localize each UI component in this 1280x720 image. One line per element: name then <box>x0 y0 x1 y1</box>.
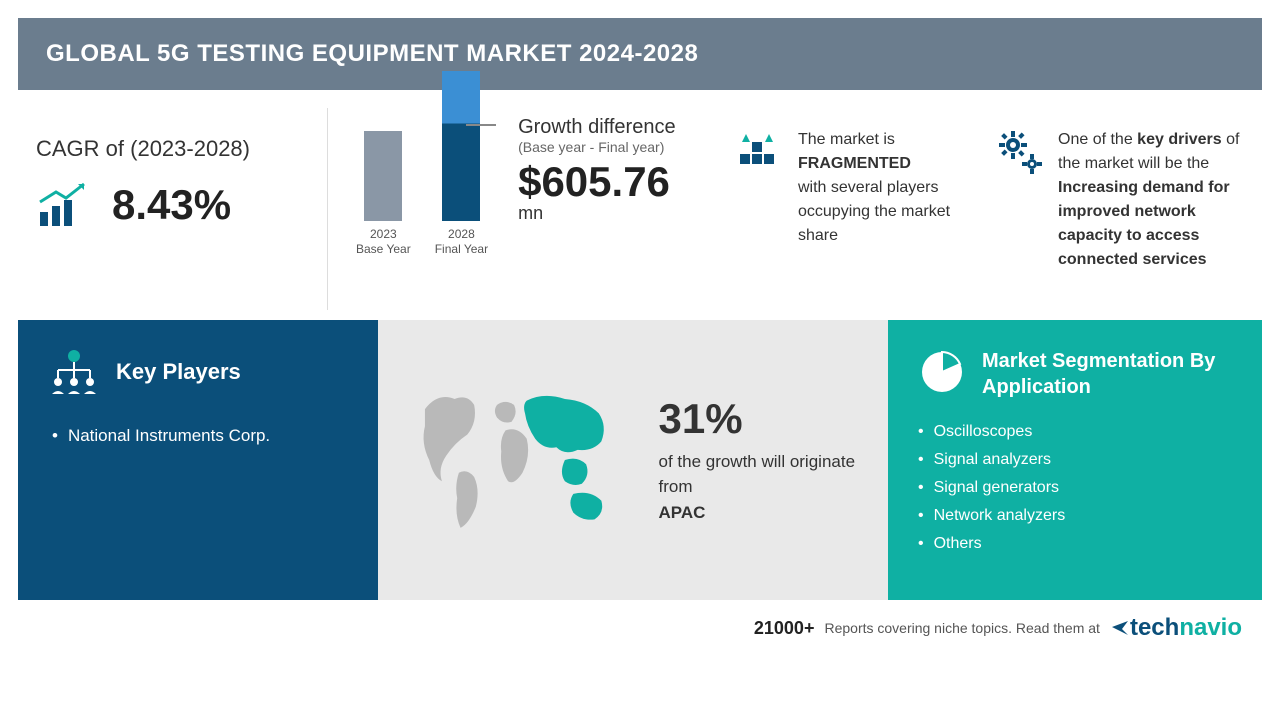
region-desc: of the growth will originate fromAPAC <box>658 449 858 526</box>
segmentation-item: Signal generators <box>918 474 1232 502</box>
bar-final-year: 2028Final Year <box>435 71 488 258</box>
growth-title: Growth difference <box>518 116 676 139</box>
cagr-value: 8.43% <box>112 181 231 229</box>
footer: 21000+ Reports covering niche topics. Re… <box>18 600 1262 642</box>
key-players-title: Key Players <box>116 359 241 385</box>
key-players-panel: Key Players National Instruments Corp. <box>18 320 378 600</box>
panels-row: Key Players National Instruments Corp. <box>18 320 1262 600</box>
fragmented-icon <box>736 128 784 176</box>
growth-unit: mn <box>518 203 676 224</box>
technavio-logo: technavio <box>1110 614 1242 642</box>
stats-row: CAGR of (2023-2028) 8.43% 2023Base Year <box>18 90 1262 320</box>
key-players-list: National Instruments Corp. <box>48 422 348 450</box>
bar-base-year: 2023Base Year <box>356 131 411 258</box>
growth-subtitle: (Base year - Final year) <box>518 139 676 155</box>
growth-bars: 2023Base Year 2028Final Year <box>356 108 488 258</box>
report-count: 21000+ <box>754 618 815 639</box>
segmentation-item: Others <box>918 530 1232 558</box>
segmentation-panel: Market Segmentation By Application Oscil… <box>888 320 1262 600</box>
growth-arrow-icon <box>36 180 96 230</box>
cagr-block: CAGR of (2023-2028) 8.43% <box>18 108 328 310</box>
cagr-label: CAGR of (2023-2028) <box>36 136 309 162</box>
pie-chart-icon <box>918 348 966 396</box>
players-icon <box>48 348 100 396</box>
driver-block: One of the key drivers of the market wil… <box>982 108 1262 310</box>
gears-icon <box>996 128 1044 176</box>
growth-block: 2023Base Year 2028Final Year Growth diff… <box>328 108 722 310</box>
world-map-icon <box>408 360 628 560</box>
segmentation-item: Oscilloscopes <box>918 418 1232 446</box>
region-percent: 31% <box>658 395 858 443</box>
fragmented-text: The market is FRAGMENTED with several pl… <box>798 128 968 310</box>
region-panel: 31% of the growth will originate fromAPA… <box>378 320 888 600</box>
segmentation-list: OscilloscopesSignal analyzersSignal gene… <box>918 418 1232 558</box>
segmentation-title: Market Segmentation By Application <box>982 348 1232 400</box>
connector-line <box>466 124 496 126</box>
driver-text: One of the key drivers of the market wil… <box>1058 128 1248 310</box>
segmentation-item: Signal analyzers <box>918 446 1232 474</box>
segmentation-item: Network analyzers <box>918 502 1232 530</box>
growth-value: $605.76 <box>518 161 676 203</box>
footer-text: Reports covering niche topics. Read them… <box>824 620 1099 636</box>
player-item: National Instruments Corp. <box>52 422 348 450</box>
page-title: GLOBAL 5G TESTING EQUIPMENT MARKET 2024-… <box>18 18 1262 90</box>
fragmented-block: The market is FRAGMENTED with several pl… <box>722 108 982 310</box>
